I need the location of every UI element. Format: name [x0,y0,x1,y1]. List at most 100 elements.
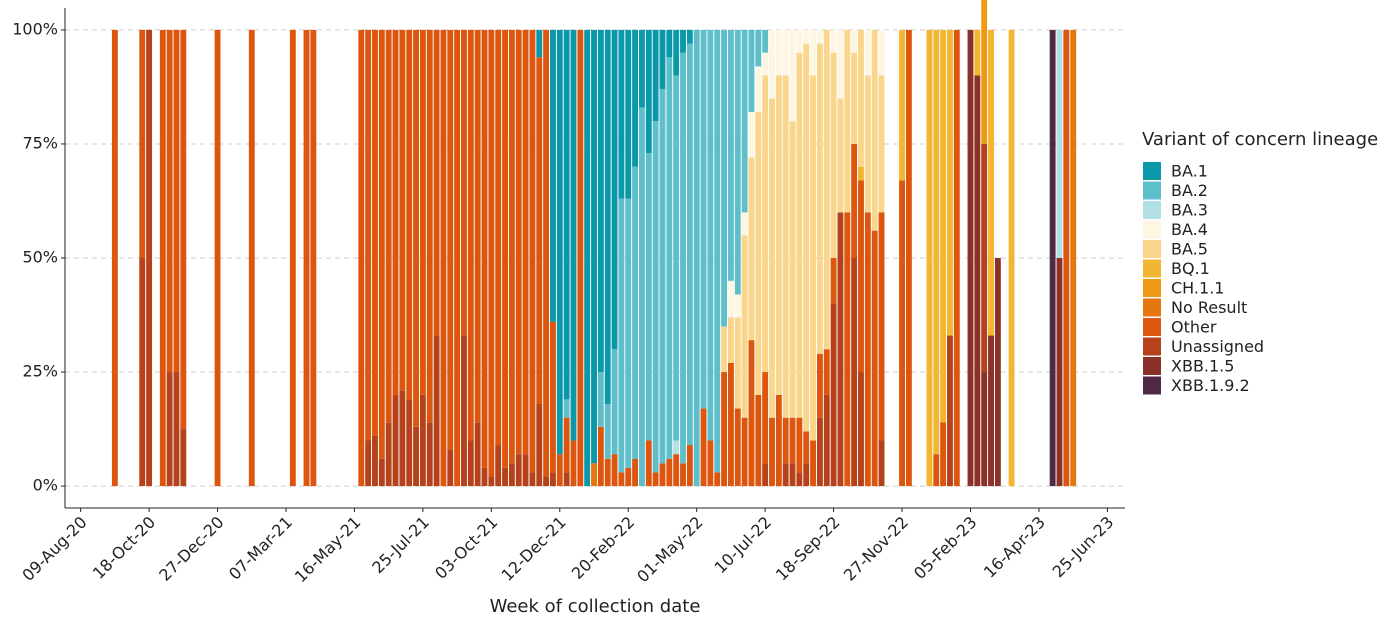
bar-segment [556,29,563,455]
bar-segment [823,394,830,487]
bar-segment [700,29,707,409]
bar-segment [727,362,734,487]
bar-segment [419,29,426,395]
bar-segment [707,440,714,487]
bar-segment [378,458,385,487]
bar-segment [878,212,885,441]
bar-segment [597,372,604,427]
bar-segment [803,431,810,464]
bar-segment [796,417,803,473]
legend-label: BA.3 [1171,201,1208,220]
x-tick-label: 25-Jun-23 [1049,513,1118,582]
bar-segment [536,403,543,487]
bar-segment [837,212,844,487]
bar-segment [529,29,536,473]
bar-segment [858,166,864,181]
bar-segment [289,29,296,487]
bar-segment [139,258,146,487]
x-tick-label: 05-Feb-23 [910,513,980,583]
bar-segment [577,29,584,487]
bar-segment [686,43,693,446]
bar-segment [652,121,659,473]
bar-segment [563,472,570,487]
bar-segment [406,29,413,400]
bar-segment [830,29,837,53]
bar-segment [782,29,789,76]
bar-segment [632,29,639,167]
bar-segment [529,472,536,487]
bar-segment [796,29,803,53]
bar-segment [755,29,762,67]
bar-segment [673,29,680,76]
bar-segment [632,458,639,487]
bar-segment [543,476,550,487]
bar-segment [864,29,871,76]
bar-segment [858,372,864,487]
bar-segment [994,258,1001,487]
bar-segment [830,258,837,304]
bar-segment [851,258,858,487]
bar-segment [933,29,940,455]
legend-label: XBB.1.5 [1171,357,1234,376]
bar-segment [816,29,823,44]
legend-key [1143,357,1161,375]
legend-label: BQ.1 [1171,259,1210,278]
bar-segment [988,335,994,487]
bar-segment [645,153,652,441]
bar-segment [782,463,789,487]
bar-segment [392,29,399,395]
bar-segment [652,472,659,487]
bar-segment [508,29,515,464]
legend-label: BA.5 [1171,240,1208,259]
bar-segment [721,29,728,327]
bar-segment [810,29,817,76]
bar-segment [673,75,680,441]
bar-segment [310,29,317,487]
bar-segment [481,467,488,487]
bar-segment [666,458,673,487]
bar-segment [680,463,686,487]
bar-segment [563,417,570,473]
y-tick-label: 0% [33,476,58,495]
bar-segment [755,394,762,487]
bar-segment [810,75,817,441]
bar-segment [618,29,625,199]
bar-segment [680,29,686,53]
bar-segment [248,29,255,487]
bar-segment [536,57,543,404]
bar-segment [584,29,591,487]
bar-segment [604,403,611,459]
bar-segment [803,463,810,487]
bar-segment [775,29,782,76]
bar-segment [762,75,769,373]
bar-segment [810,440,817,487]
bar-segment [769,98,775,418]
bar-segment [139,29,146,258]
bar-segment [173,29,180,373]
bar-segment [515,29,522,455]
bar-segment [680,52,686,464]
bar-segment [461,335,467,487]
bar-segment [372,29,378,436]
bar-segment [796,52,803,418]
bar-segment [570,440,577,487]
bar-segment [953,29,960,487]
bar-segment [413,29,419,427]
bar-segment [358,29,365,487]
bar-segment [686,445,693,487]
bar-segment [789,417,796,464]
legend-key [1143,298,1161,317]
bar-segment [755,66,762,113]
bar-segment [536,29,543,58]
bar-segment [180,429,187,487]
bar-segment [180,29,187,430]
bar-segment [550,321,556,473]
bar-segment [803,29,810,44]
legend-label: Other [1171,318,1217,337]
bar-segment [385,422,392,487]
bar-segment [762,29,769,53]
bar-segment [591,463,597,487]
bar-segment [707,29,714,441]
bar-segment [419,394,426,487]
bar-segment [399,390,406,487]
